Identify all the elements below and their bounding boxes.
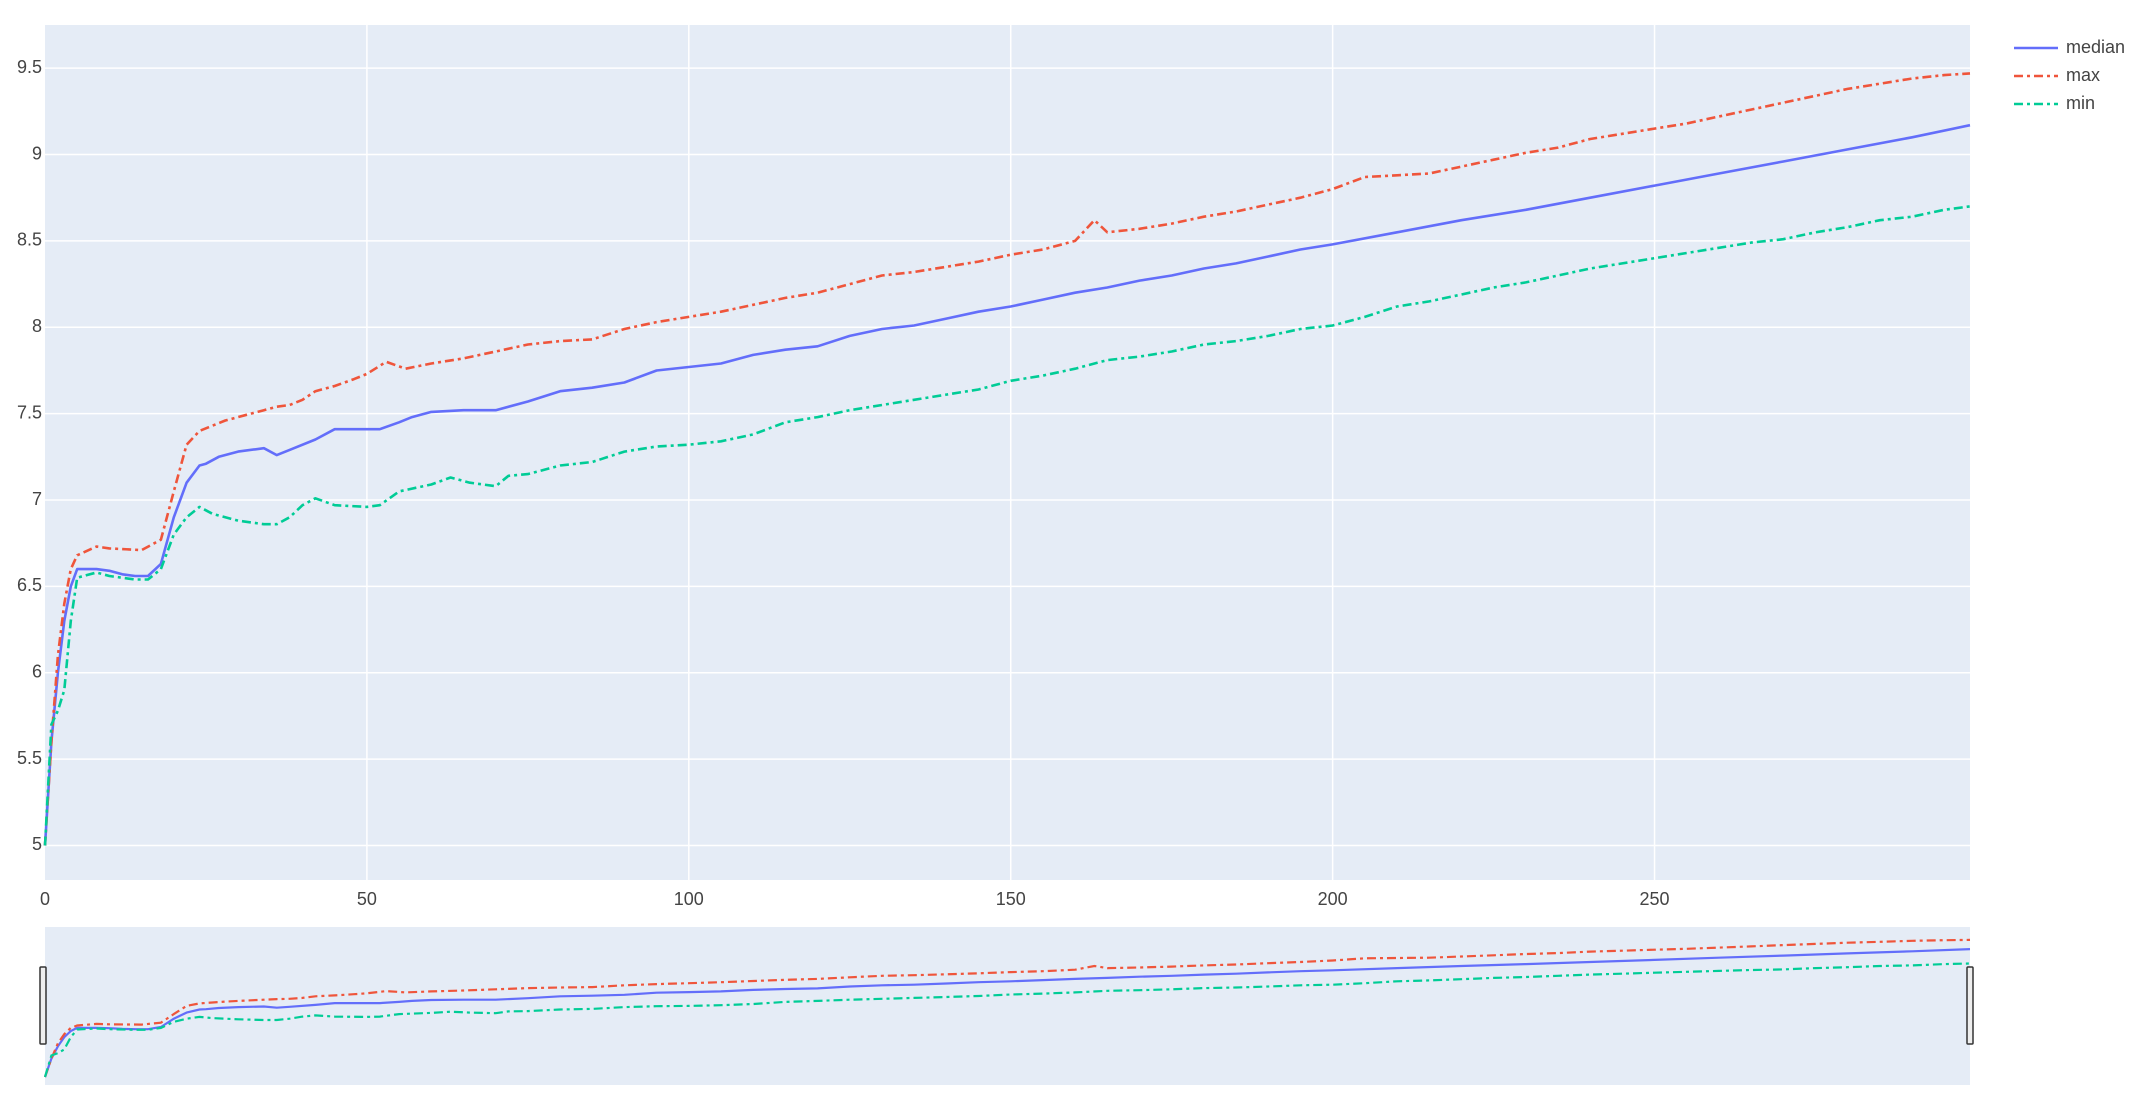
x-tick-label: 150 <box>996 889 1026 909</box>
y-tick-label: 5.5 <box>17 748 42 768</box>
slider-line-max <box>43 938 1971 1078</box>
range-slider[interactable] <box>39 927 1974 1085</box>
y-tick-label: 6 <box>32 661 42 681</box>
grid-lines <box>45 25 1970 880</box>
series-line-max <box>43 72 1971 846</box>
legend-label: max <box>2066 65 2100 85</box>
legend-item-median[interactable]: median <box>2014 37 2125 57</box>
series-line-min <box>43 205 1971 846</box>
slider-line-min <box>43 962 1971 1078</box>
y-tick-label: 9 <box>32 143 42 163</box>
series-lines <box>43 72 1971 846</box>
y-tick-label: 6.5 <box>17 575 42 595</box>
legend[interactable]: median max min <box>2014 37 2125 113</box>
series-line-median <box>43 123 1971 846</box>
range-slider-series <box>43 938 1971 1078</box>
range-slider-left-handle[interactable] <box>39 966 47 1045</box>
range-slider-right-handle[interactable] <box>1966 966 1974 1045</box>
y-tick-label: 8.5 <box>17 230 42 250</box>
x-tick-label: 250 <box>1640 889 1670 909</box>
x-axis-ticks: 0 50 100 150 200 250 <box>40 889 1670 909</box>
x-tick-label: 0 <box>40 889 50 909</box>
y-tick-label: 5 <box>32 834 42 854</box>
legend-label: median <box>2066 37 2125 57</box>
legend-item-min[interactable]: min <box>2014 93 2095 113</box>
legend-item-max[interactable]: max <box>2014 65 2100 85</box>
y-tick-label: 7.5 <box>17 402 42 422</box>
legend-label: min <box>2066 93 2095 113</box>
x-tick-label: 200 <box>1318 889 1348 909</box>
y-axis-ticks: 5 5.5 6 6.5 7 7.5 8 8.5 9 9.5 <box>17 57 42 854</box>
plot-background <box>45 25 1970 880</box>
range-slider-background[interactable] <box>45 927 1970 1085</box>
y-tick-label: 8 <box>32 316 42 336</box>
y-tick-label: 7 <box>32 489 42 509</box>
x-tick-label: 50 <box>357 889 377 909</box>
y-tick-label: 9.5 <box>17 57 42 77</box>
x-tick-label: 100 <box>674 889 704 909</box>
